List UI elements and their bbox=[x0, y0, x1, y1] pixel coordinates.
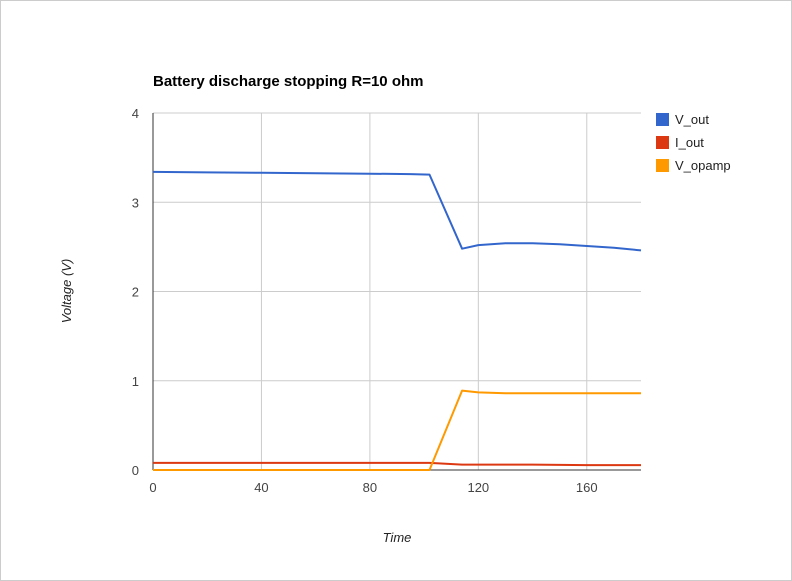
x-tick-labels: 0 40 80 120 160 bbox=[149, 480, 597, 495]
legend: V_out I_out V_opamp bbox=[656, 112, 731, 173]
series-line-i-out bbox=[153, 461, 641, 467]
legend-swatch bbox=[656, 159, 669, 172]
y-tick-label: 4 bbox=[132, 106, 139, 121]
y-tick-label: 2 bbox=[132, 285, 139, 300]
y-tick-label: 0 bbox=[132, 463, 139, 478]
legend-label: I_out bbox=[675, 135, 704, 150]
grid bbox=[153, 112, 641, 470]
y-tick-label: 1 bbox=[132, 374, 139, 389]
x-axis-title: Time bbox=[383, 530, 412, 545]
legend-label: V_opamp bbox=[675, 158, 731, 173]
x-tick-label: 160 bbox=[576, 480, 598, 495]
chart-title: Battery discharge stopping R=10 ohm bbox=[153, 73, 423, 90]
series-lines bbox=[152, 170, 642, 471]
legend-label: V_out bbox=[675, 112, 709, 127]
legend-swatch bbox=[656, 136, 669, 149]
series-line-v-out bbox=[152, 170, 642, 252]
legend-swatch bbox=[656, 113, 669, 126]
y-axis-title: Voltage (V) bbox=[59, 259, 74, 324]
y-tick-labels: 0 1 2 3 4 bbox=[132, 106, 139, 478]
x-tick-label: 0 bbox=[149, 480, 156, 495]
x-tick-label: 120 bbox=[467, 480, 489, 495]
x-tick-label: 40 bbox=[254, 480, 268, 495]
x-tick-label: 80 bbox=[363, 480, 377, 495]
series-line-v-opamp bbox=[153, 389, 641, 471]
y-tick-label: 3 bbox=[132, 195, 139, 210]
